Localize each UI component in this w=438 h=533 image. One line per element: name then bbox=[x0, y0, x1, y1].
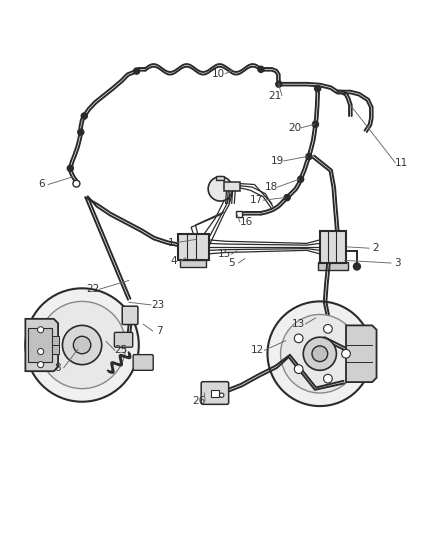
Text: 2: 2 bbox=[371, 243, 378, 253]
Text: 25: 25 bbox=[114, 345, 128, 356]
Bar bbox=[28, 328, 51, 362]
Circle shape bbox=[314, 85, 320, 92]
Circle shape bbox=[283, 195, 290, 200]
Circle shape bbox=[67, 165, 73, 172]
Text: 8: 8 bbox=[54, 362, 60, 373]
Polygon shape bbox=[215, 176, 223, 180]
Text: 16: 16 bbox=[240, 217, 253, 227]
Circle shape bbox=[78, 129, 84, 135]
Circle shape bbox=[323, 325, 332, 333]
Circle shape bbox=[208, 176, 232, 201]
Text: 3: 3 bbox=[393, 258, 400, 268]
Bar bbox=[52, 336, 59, 345]
Text: 6: 6 bbox=[38, 180, 45, 190]
Text: 22: 22 bbox=[86, 284, 99, 294]
Bar bbox=[178, 234, 208, 260]
Circle shape bbox=[38, 349, 44, 354]
Text: 13: 13 bbox=[292, 319, 305, 329]
Text: 7: 7 bbox=[155, 326, 162, 336]
Circle shape bbox=[73, 336, 91, 354]
Circle shape bbox=[311, 346, 327, 361]
Bar bbox=[210, 390, 219, 398]
Circle shape bbox=[81, 113, 87, 119]
Circle shape bbox=[267, 301, 371, 406]
Text: 17: 17 bbox=[249, 195, 263, 205]
Circle shape bbox=[62, 325, 102, 365]
FancyBboxPatch shape bbox=[133, 354, 153, 370]
Text: 11: 11 bbox=[394, 158, 407, 168]
Text: 21: 21 bbox=[268, 91, 281, 101]
Circle shape bbox=[303, 337, 336, 370]
Circle shape bbox=[39, 301, 125, 389]
Text: 18: 18 bbox=[264, 182, 277, 192]
Circle shape bbox=[73, 180, 80, 187]
Circle shape bbox=[341, 350, 350, 358]
Text: 23: 23 bbox=[151, 300, 164, 310]
FancyBboxPatch shape bbox=[122, 306, 138, 325]
Circle shape bbox=[297, 176, 303, 182]
Circle shape bbox=[38, 327, 44, 333]
Polygon shape bbox=[25, 319, 58, 371]
Bar bbox=[223, 182, 240, 191]
Text: 26: 26 bbox=[191, 396, 205, 406]
Text: 10: 10 bbox=[212, 69, 225, 79]
Text: 15: 15 bbox=[218, 249, 231, 259]
Text: 19: 19 bbox=[270, 156, 283, 166]
Bar bbox=[319, 231, 345, 263]
Circle shape bbox=[280, 314, 358, 393]
Circle shape bbox=[257, 66, 263, 72]
Text: 20: 20 bbox=[287, 123, 300, 133]
Circle shape bbox=[38, 361, 44, 368]
Circle shape bbox=[293, 334, 302, 343]
Bar bbox=[236, 211, 241, 217]
Circle shape bbox=[312, 121, 318, 127]
Bar bbox=[52, 345, 59, 354]
Circle shape bbox=[25, 288, 138, 402]
Polygon shape bbox=[345, 325, 376, 382]
Circle shape bbox=[275, 81, 281, 87]
Bar bbox=[317, 262, 347, 270]
Text: 4: 4 bbox=[170, 256, 177, 266]
Circle shape bbox=[305, 154, 311, 159]
Circle shape bbox=[293, 365, 302, 374]
FancyBboxPatch shape bbox=[114, 333, 132, 347]
Circle shape bbox=[323, 374, 332, 383]
FancyBboxPatch shape bbox=[201, 382, 228, 405]
Circle shape bbox=[219, 393, 223, 398]
Bar bbox=[180, 260, 206, 266]
Text: 5: 5 bbox=[228, 258, 234, 268]
Circle shape bbox=[353, 263, 360, 270]
Text: 12: 12 bbox=[251, 345, 264, 356]
Circle shape bbox=[133, 68, 139, 74]
Text: 1: 1 bbox=[167, 238, 173, 247]
